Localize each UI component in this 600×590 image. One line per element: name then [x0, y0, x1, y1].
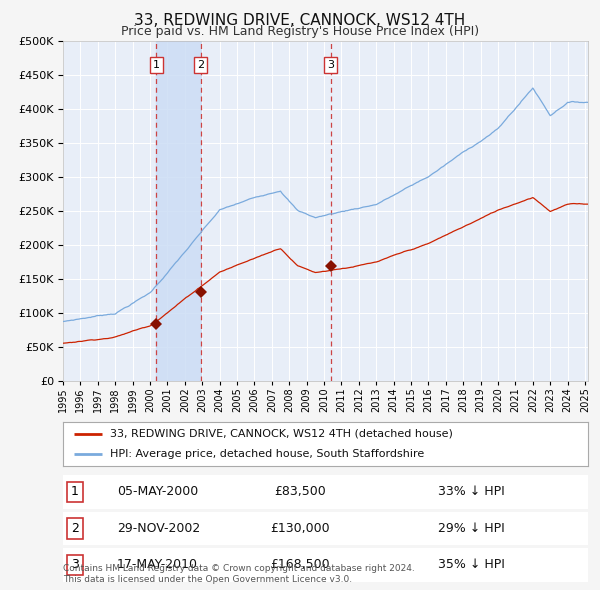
Text: 33, REDWING DRIVE, CANNOCK, WS12 4TH (detached house): 33, REDWING DRIVE, CANNOCK, WS12 4TH (de…	[110, 429, 453, 439]
Text: 2: 2	[197, 60, 204, 70]
Text: Contains HM Land Registry data © Crown copyright and database right 2024.: Contains HM Land Registry data © Crown c…	[63, 565, 415, 573]
Text: This data is licensed under the Open Government Licence v3.0.: This data is licensed under the Open Gov…	[63, 575, 352, 584]
Text: Price paid vs. HM Land Registry's House Price Index (HPI): Price paid vs. HM Land Registry's House …	[121, 25, 479, 38]
Text: 29-NOV-2002: 29-NOV-2002	[117, 522, 200, 535]
Text: £130,000: £130,000	[270, 522, 330, 535]
Text: £168,500: £168,500	[270, 558, 330, 572]
Text: HPI: Average price, detached house, South Staffordshire: HPI: Average price, detached house, Sout…	[110, 449, 425, 459]
Text: 3: 3	[71, 558, 79, 572]
Text: 05-MAY-2000: 05-MAY-2000	[117, 485, 198, 499]
Text: 2: 2	[71, 522, 79, 535]
Text: 1: 1	[71, 485, 79, 499]
Text: 29% ↓ HPI: 29% ↓ HPI	[438, 522, 505, 535]
Text: 17-MAY-2010: 17-MAY-2010	[117, 558, 198, 572]
Text: £83,500: £83,500	[274, 485, 326, 499]
Bar	[157, 41, 200, 381]
Text: 3: 3	[327, 60, 334, 70]
Text: 1: 1	[153, 60, 160, 70]
Text: 33, REDWING DRIVE, CANNOCK, WS12 4TH: 33, REDWING DRIVE, CANNOCK, WS12 4TH	[134, 13, 466, 28]
Text: 33% ↓ HPI: 33% ↓ HPI	[438, 485, 505, 499]
Text: 35% ↓ HPI: 35% ↓ HPI	[438, 558, 505, 572]
